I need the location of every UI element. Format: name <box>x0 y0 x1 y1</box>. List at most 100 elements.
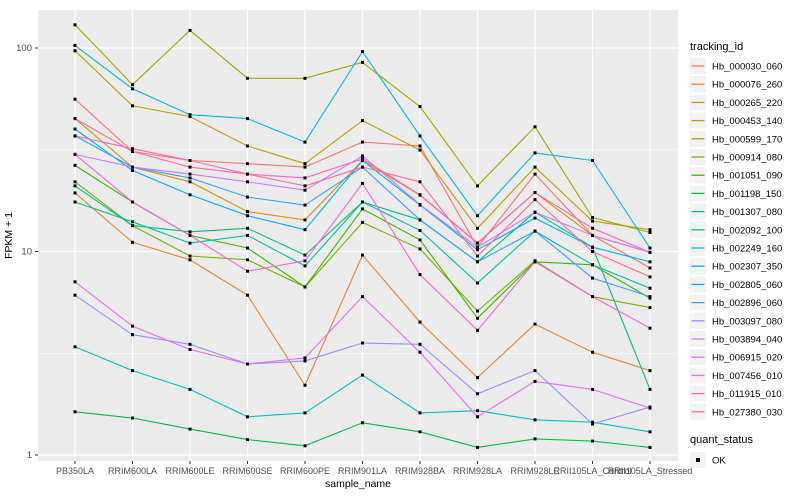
data-point <box>303 356 307 360</box>
data-point <box>648 445 652 449</box>
legend-title-tracking-id: tracking_id <box>690 41 743 53</box>
data-point <box>476 415 479 419</box>
legend-item-quant-OK: OK <box>690 452 726 468</box>
data-point <box>591 226 594 230</box>
data-point <box>188 180 192 184</box>
data-point <box>188 159 192 162</box>
data-point <box>418 320 422 324</box>
data-point <box>246 172 249 176</box>
data-point <box>648 286 652 290</box>
data-point <box>476 281 479 285</box>
data-point <box>533 216 537 220</box>
data-point <box>361 50 364 54</box>
data-point <box>131 150 134 153</box>
legend-label: Hb_007456_010 <box>712 371 782 382</box>
data-point <box>591 276 594 280</box>
legend-title-quant-status: quant_status <box>690 434 753 446</box>
legend-item-Hb_011915_010: Hb_011915_010 <box>690 385 782 402</box>
legend-item-Hb_001051_090: Hb_001051_090 <box>690 167 782 184</box>
data-point <box>303 383 307 387</box>
legend-label: Hb_002896_060 <box>712 298 782 309</box>
data-point <box>418 342 422 346</box>
data-point <box>361 140 364 144</box>
legend-label: Hb_000030_060 <box>712 62 782 73</box>
data-point <box>303 411 307 415</box>
data-point <box>73 49 77 53</box>
y-tick-label: 100 <box>16 43 32 54</box>
data-point <box>246 226 249 230</box>
data-point <box>361 295 364 299</box>
legend-label: Hb_000453_140 <box>712 116 782 127</box>
data-point <box>73 180 77 184</box>
legend-item-Hb_002307_350: Hb_002307_350 <box>690 258 782 275</box>
data-point <box>188 348 192 351</box>
data-point <box>303 176 307 180</box>
data-point <box>246 362 249 366</box>
data-point <box>188 230 192 234</box>
data-point <box>418 134 422 138</box>
data-point <box>648 306 652 310</box>
x-tick-label: PB350LA <box>56 466 94 476</box>
data-point <box>591 245 594 249</box>
data-point <box>246 214 249 218</box>
data-point <box>188 115 192 119</box>
data-point <box>648 295 652 299</box>
data-point <box>476 309 479 313</box>
data-point <box>533 418 537 422</box>
data-point <box>303 218 307 222</box>
legend-item-Hb_027380_030: Hb_027380_030 <box>690 403 782 420</box>
data-point <box>246 269 249 273</box>
x-tick-label: RRIM600LA <box>108 466 157 476</box>
y-axis-title: FPKM + 1 <box>3 212 15 259</box>
data-point <box>73 23 77 27</box>
legend-item-Hb_002092_100: Hb_002092_100 <box>690 221 782 238</box>
data-point <box>188 233 192 237</box>
legend-item-Hb_002805_060: Hb_002805_060 <box>690 276 782 293</box>
data-point <box>303 184 307 188</box>
legend-item-Hb_003894_040: Hb_003894_040 <box>690 331 782 347</box>
data-point <box>533 172 537 176</box>
data-point <box>476 248 479 252</box>
data-point <box>246 162 249 166</box>
data-point <box>533 151 537 155</box>
data-point <box>131 165 134 169</box>
data-point <box>303 285 307 289</box>
data-point <box>73 152 77 156</box>
data-point <box>361 165 364 169</box>
data-point <box>648 246 652 250</box>
x-tick-label: RRIM901LA <box>338 466 387 476</box>
data-point <box>533 260 537 264</box>
data-point <box>533 165 537 169</box>
data-point <box>73 134 77 138</box>
data-point <box>648 250 652 254</box>
legend-label: Hb_001051_090 <box>712 171 782 182</box>
data-point <box>73 127 77 131</box>
data-point <box>73 117 77 121</box>
data-point <box>648 406 652 410</box>
data-point <box>648 369 652 373</box>
black-square-marker-icon <box>696 458 700 462</box>
data-point <box>246 246 249 250</box>
data-point <box>418 193 422 197</box>
data-point <box>73 184 77 188</box>
data-point <box>533 191 537 194</box>
data-point <box>303 444 307 448</box>
data-point <box>533 125 537 129</box>
data-point <box>246 180 249 184</box>
data-point <box>648 228 652 232</box>
data-point <box>476 376 479 380</box>
legend-label: Hb_002092_100 <box>712 225 782 236</box>
data-point <box>188 172 192 176</box>
data-point <box>591 159 594 162</box>
data-point <box>303 259 307 263</box>
data-point <box>591 420 594 424</box>
data-point <box>533 210 537 214</box>
legend-item-Hb_002249_160: Hb_002249_160 <box>690 240 782 256</box>
data-point <box>73 280 77 284</box>
data-point <box>648 430 652 434</box>
legend-item-Hb_000076_260: Hb_000076_260 <box>690 76 782 93</box>
data-point <box>303 188 307 192</box>
x-tick-label: RRIM928LE <box>510 466 559 476</box>
data-points <box>73 23 652 449</box>
